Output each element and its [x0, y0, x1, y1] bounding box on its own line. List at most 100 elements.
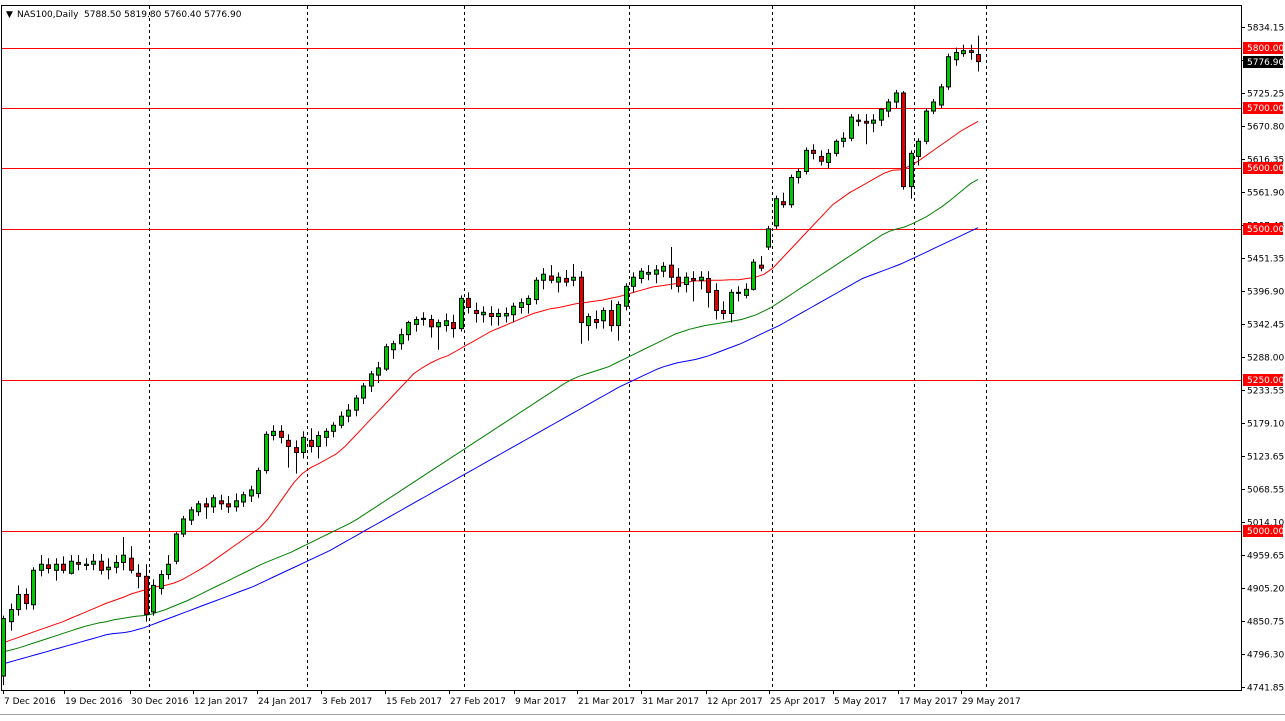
candle — [541, 268, 546, 290]
level-price-label-text: 5500.00 — [1247, 225, 1284, 235]
candle-body-bull — [526, 297, 531, 305]
candle-body-bull — [826, 152, 831, 163]
horizontal-level-lines — [2, 48, 1241, 532]
candle — [414, 316, 419, 332]
candle — [564, 269, 569, 287]
level-price-label-text: 5000.00 — [1247, 527, 1284, 537]
y-tick-label: 5616.35 — [1247, 156, 1284, 166]
candle-body-bear — [129, 557, 134, 571]
candle — [286, 434, 291, 468]
candle-body-bull — [369, 373, 374, 387]
candle-body-bear — [669, 264, 674, 278]
candle-body-bull — [654, 269, 659, 275]
y-tick-label: 5670.80 — [1247, 123, 1284, 133]
candle-body-bull — [316, 435, 321, 447]
candle — [871, 114, 876, 133]
candle-body-bull — [354, 397, 359, 411]
candle — [736, 286, 741, 302]
y-tick-label: 5068.55 — [1247, 486, 1284, 496]
candle — [316, 431, 321, 459]
candle-body-bull — [541, 273, 546, 281]
y-tick-label: 5014.10 — [1247, 519, 1284, 529]
candle — [69, 555, 74, 575]
candle-body-bull — [631, 276, 636, 287]
candle — [969, 44, 974, 60]
candle-body-bear — [99, 560, 104, 571]
candle-body-bull — [571, 276, 576, 281]
candle-body-bull — [459, 297, 464, 330]
candle — [211, 494, 216, 513]
candle-body-bear — [429, 319, 434, 328]
candle-body-bull — [639, 270, 644, 279]
candle — [841, 132, 846, 148]
candle-body-bull — [661, 265, 666, 272]
candle — [219, 494, 224, 510]
candle-body-bear — [24, 593, 29, 605]
candle — [496, 308, 501, 326]
candle — [931, 98, 936, 115]
candle — [744, 283, 749, 299]
candle — [421, 312, 426, 326]
price-axis: 5834.155779.705725.255670.805616.355561.… — [1241, 24, 1284, 694]
candle — [631, 272, 636, 293]
candle-body-bull — [789, 177, 794, 206]
y-tick-label: 5123.65 — [1247, 453, 1284, 463]
candle-body-bull — [399, 334, 404, 345]
ma-fast-line — [2, 120, 979, 644]
candle-body-bull — [406, 322, 411, 336]
candle — [879, 108, 884, 127]
candle-body-bull — [234, 500, 239, 508]
x-tick-label: 7 Dec 2016 — [4, 697, 56, 707]
candle — [639, 268, 644, 284]
candle — [466, 292, 471, 314]
candle-body-bear — [721, 309, 726, 314]
level-price-label-bg — [1243, 525, 1283, 537]
candle — [1, 615, 6, 686]
ma-mid-line — [2, 178, 979, 653]
candle — [856, 114, 861, 127]
y-tick-label: 5834.15 — [1247, 24, 1284, 34]
candle — [721, 301, 726, 320]
candle-body-bull — [496, 312, 501, 318]
candle-body-bull — [909, 152, 914, 188]
level-price-label-bg — [1243, 374, 1283, 386]
candle — [24, 588, 29, 610]
candle-body-bull — [939, 86, 944, 106]
candle-body-bull — [361, 385, 366, 399]
candle — [699, 271, 704, 290]
candle-body-bear — [144, 575, 149, 615]
candle — [196, 500, 201, 516]
candle — [549, 265, 554, 284]
candle-body-bull — [211, 497, 216, 508]
x-tick-label: 27 Feb 2017 — [450, 697, 506, 707]
candle — [684, 272, 689, 293]
candle-body-bull — [931, 101, 936, 112]
candle-body-bull — [916, 140, 921, 157]
collapse-arrow-icon[interactable]: ▼ — [6, 10, 13, 20]
y-tick-label: 5561.90 — [1247, 189, 1284, 199]
candle — [294, 440, 299, 474]
candle — [624, 283, 629, 311]
x-tick-label: 17 May 2017 — [899, 697, 958, 707]
y-tick-label: 5451.35 — [1247, 255, 1284, 265]
candle-body-bear — [204, 503, 209, 508]
candle-body-bear — [226, 503, 231, 508]
candle — [939, 83, 944, 109]
candle-body-bull — [954, 51, 959, 61]
candle-body-bull — [271, 430, 276, 437]
level-price-label-text: 5250.00 — [1247, 376, 1284, 386]
candle — [976, 35, 981, 72]
candle — [961, 44, 966, 57]
candle-body-bear — [976, 54, 981, 63]
candle — [399, 328, 404, 350]
candle — [804, 147, 809, 175]
candle — [661, 262, 666, 278]
plot-area-frame — [1, 5, 1242, 691]
candle-body-bull — [249, 489, 254, 497]
candle-body-bull — [241, 494, 246, 503]
y-tick-label: 5396.90 — [1247, 288, 1284, 298]
candle — [519, 298, 524, 314]
y-tick-label: 5288.00 — [1247, 354, 1284, 364]
